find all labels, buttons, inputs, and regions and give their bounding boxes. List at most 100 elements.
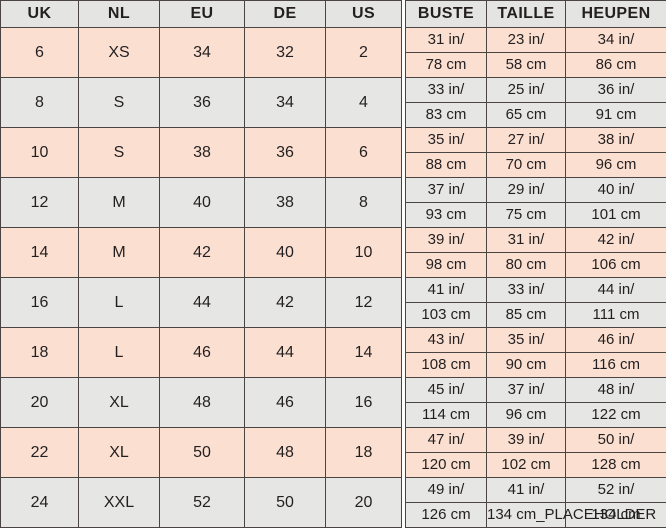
cell-de: 34 (245, 78, 326, 128)
cell-taille-cm: 70 cm (487, 153, 566, 178)
cell-nl: M (79, 228, 160, 278)
cell-buste-cm: 120 cm (406, 453, 487, 478)
cell-taille-inches: 41 in/ (487, 478, 566, 503)
cell-buste-inches: 33 in/ (406, 78, 487, 103)
table-header-row: UK NL EU DE US BUSTE TAILLE HEUPEN (1, 1, 666, 28)
cell-uk: 24 (1, 478, 79, 528)
cell-taille-inches: 37 in/ (487, 378, 566, 403)
cell-buste-inches: 37 in/ (406, 178, 487, 203)
cell-eu: 44 (160, 278, 245, 328)
cell-taille-inches: 27 in/ (487, 128, 566, 153)
column-header-nl: NL (79, 1, 160, 28)
cell-nl: S (79, 128, 160, 178)
cell-nl: XL (79, 428, 160, 478)
cell-eu: 42 (160, 228, 245, 278)
cell-uk: 6 (1, 28, 79, 78)
cell-de: 32 (245, 28, 326, 78)
cell-nl: L (79, 328, 160, 378)
cell-eu: 48 (160, 378, 245, 428)
cell-taille-cm: 85 cm (487, 303, 566, 328)
cell-taille-inches: 31 in/ (487, 228, 566, 253)
cell-taille-cm: 58 cm (487, 53, 566, 78)
cell-taille-inches: 35 in/ (487, 328, 566, 353)
cell-de: 42 (245, 278, 326, 328)
cell-us: 16 (326, 378, 402, 428)
cell-us: 10 (326, 228, 402, 278)
column-header-de: DE (245, 1, 326, 28)
cell-uk: 16 (1, 278, 79, 328)
column-header-buste: BUSTE (406, 1, 487, 28)
cell-taille-cm: 134 cm_PLACEHOLDER (487, 503, 566, 528)
cell-taille-inches: 39 in/ (487, 428, 566, 453)
cell-buste-cm: 126 cm (406, 503, 487, 528)
cell-nl: XXL (79, 478, 160, 528)
cell-heupen-inches: 42 in/ (566, 228, 666, 253)
cell-heupen-inches: 44 in/ (566, 278, 666, 303)
cell-buste-cm: 108 cm (406, 353, 487, 378)
cell-de: 38 (245, 178, 326, 228)
cell-buste-cm: 78 cm (406, 53, 487, 78)
cell-heupen-cm: 111 cm (566, 303, 666, 328)
cell-heupen-inches: 34 in/ (566, 28, 666, 53)
cell-buste-inches: 39 in/ (406, 228, 487, 253)
cell-us: 18 (326, 428, 402, 478)
cell-buste-cm: 114 cm (406, 403, 487, 428)
cell-eu: 38 (160, 128, 245, 178)
cell-taille-inches: 25 in/ (487, 78, 566, 103)
cell-de: 44 (245, 328, 326, 378)
cell-buste-cm: 103 cm (406, 303, 487, 328)
cell-eu: 50 (160, 428, 245, 478)
cell-heupen-inches: 48 in/ (566, 378, 666, 403)
cell-uk: 20 (1, 378, 79, 428)
cell-buste-cm: 93 cm (406, 203, 487, 228)
cell-nl: XL (79, 378, 160, 428)
cell-us: 4 (326, 78, 402, 128)
cell-heupen-inches: 38 in/ (566, 128, 666, 153)
cell-de: 48 (245, 428, 326, 478)
cell-taille-cm: 96 cm (487, 403, 566, 428)
cell-uk: 8 (1, 78, 79, 128)
cell-de: 36 (245, 128, 326, 178)
cell-eu: 46 (160, 328, 245, 378)
cell-heupen-cm: 96 cm (566, 153, 666, 178)
cell-nl: XS (79, 28, 160, 78)
cell-buste-cm: 83 cm (406, 103, 487, 128)
cell-us: 2 (326, 28, 402, 78)
cell-eu: 52 (160, 478, 245, 528)
cell-uk: 10 (1, 128, 79, 178)
cell-buste-inches: 45 in/ (406, 378, 487, 403)
cell-uk: 12 (1, 178, 79, 228)
cell-heupen-inches: 40 in/ (566, 178, 666, 203)
cell-buste-inches: 41 in/ (406, 278, 487, 303)
column-header-heupen: HEUPEN (566, 1, 666, 28)
cell-taille-inches: 29 in/ (487, 178, 566, 203)
cell-us: 14 (326, 328, 402, 378)
cell-heupen-cm: 91 cm (566, 103, 666, 128)
cell-eu: 40 (160, 178, 245, 228)
cell-taille-cm: 80 cm (487, 253, 566, 278)
column-header-taille: TAILLE (487, 1, 566, 28)
cell-eu: 36 (160, 78, 245, 128)
cell-taille-cm: 90 cm (487, 353, 566, 378)
cell-us: 20 (326, 478, 402, 528)
cell-us: 12 (326, 278, 402, 328)
cell-nl: M (79, 178, 160, 228)
cell-heupen-inches: 46 in/ (566, 328, 666, 353)
cell-taille-cm: 75 cm (487, 203, 566, 228)
cell-us: 8 (326, 178, 402, 228)
cell-taille-inches: 33 in/ (487, 278, 566, 303)
cell-buste-inches: 49 in/ (406, 478, 487, 503)
cell-heupen-cm: 122 cm (566, 403, 666, 428)
cell-de: 46 (245, 378, 326, 428)
cell-taille-cm: 65 cm (487, 103, 566, 128)
cell-buste-inches: 35 in/ (406, 128, 487, 153)
cell-nl: L (79, 278, 160, 328)
cell-buste-inches: 43 in/ (406, 328, 487, 353)
cell-heupen-cm: 128 cm (566, 453, 666, 478)
